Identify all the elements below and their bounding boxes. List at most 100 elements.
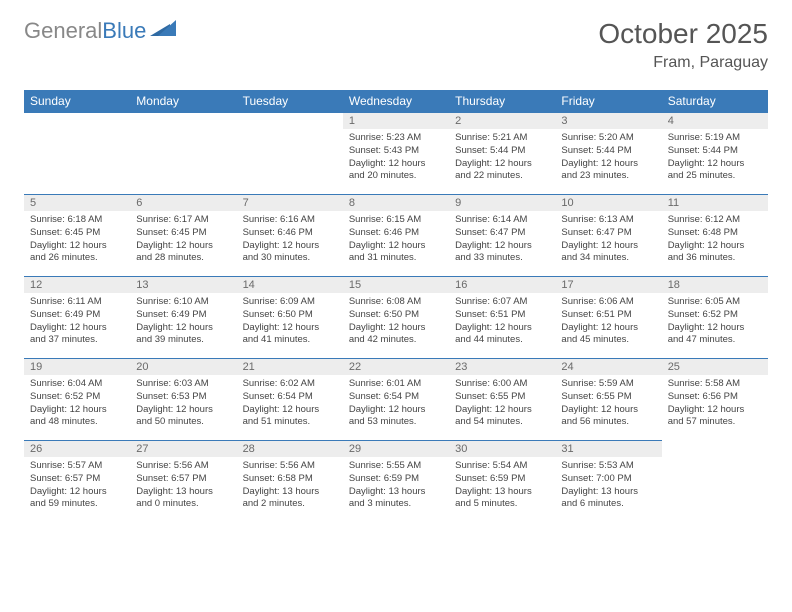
sunset-line: Sunset: 6:49 PM <box>30 309 124 322</box>
sunrise-line: Sunrise: 6:00 AM <box>455 378 549 391</box>
day-body: Sunrise: 6:16 AMSunset: 6:46 PMDaylight:… <box>237 211 343 268</box>
day-body: Sunrise: 6:04 AMSunset: 6:52 PMDaylight:… <box>24 375 130 432</box>
logo-text-blue: Blue <box>102 18 146 43</box>
calendar-cell: 8Sunrise: 6:15 AMSunset: 6:46 PMDaylight… <box>343 195 449 277</box>
day-body: Sunrise: 6:02 AMSunset: 6:54 PMDaylight:… <box>237 375 343 432</box>
daylight-line: Daylight: 13 hours and 0 minutes. <box>136 486 230 512</box>
day-number: 5 <box>24 195 130 211</box>
day-body: Sunrise: 6:18 AMSunset: 6:45 PMDaylight:… <box>24 211 130 268</box>
weekday-header: Friday <box>555 90 661 113</box>
day-number: 2 <box>449 113 555 129</box>
sunrise-line: Sunrise: 6:08 AM <box>349 296 443 309</box>
logo: GeneralBlue <box>24 18 176 44</box>
sunset-line: Sunset: 6:45 PM <box>30 227 124 240</box>
day-number: 7 <box>237 195 343 211</box>
calendar-cell: 22Sunrise: 6:01 AMSunset: 6:54 PMDayligh… <box>343 359 449 441</box>
day-body: Sunrise: 5:53 AMSunset: 7:00 PMDaylight:… <box>555 457 661 514</box>
sunset-line: Sunset: 6:47 PM <box>561 227 655 240</box>
day-number: 26 <box>24 441 130 457</box>
day-body: Sunrise: 5:23 AMSunset: 5:43 PMDaylight:… <box>343 129 449 186</box>
sunset-line: Sunset: 6:55 PM <box>561 391 655 404</box>
daylight-line: Daylight: 12 hours and 45 minutes. <box>561 322 655 348</box>
calendar-week-row: 12Sunrise: 6:11 AMSunset: 6:49 PMDayligh… <box>24 277 768 359</box>
calendar-cell: 29Sunrise: 5:55 AMSunset: 6:59 PMDayligh… <box>343 441 449 523</box>
calendar-cell: 5Sunrise: 6:18 AMSunset: 6:45 PMDaylight… <box>24 195 130 277</box>
sunrise-line: Sunrise: 6:05 AM <box>668 296 762 309</box>
logo-icon <box>150 20 176 43</box>
calendar-cell <box>662 441 768 523</box>
day-body: Sunrise: 6:09 AMSunset: 6:50 PMDaylight:… <box>237 293 343 350</box>
sunset-line: Sunset: 6:50 PM <box>243 309 337 322</box>
sunset-line: Sunset: 6:58 PM <box>243 473 337 486</box>
sunset-line: Sunset: 6:54 PM <box>243 391 337 404</box>
sunrise-line: Sunrise: 5:56 AM <box>243 460 337 473</box>
sunrise-line: Sunrise: 5:56 AM <box>136 460 230 473</box>
calendar-cell: 31Sunrise: 5:53 AMSunset: 7:00 PMDayligh… <box>555 441 661 523</box>
sunrise-line: Sunrise: 5:57 AM <box>30 460 124 473</box>
sunrise-line: Sunrise: 5:19 AM <box>668 132 762 145</box>
day-body: Sunrise: 5:57 AMSunset: 6:57 PMDaylight:… <box>24 457 130 514</box>
calendar-cell: 2Sunrise: 5:21 AMSunset: 5:44 PMDaylight… <box>449 113 555 195</box>
day-number: 3 <box>555 113 661 129</box>
day-body: Sunrise: 5:55 AMSunset: 6:59 PMDaylight:… <box>343 457 449 514</box>
day-body: Sunrise: 5:19 AMSunset: 5:44 PMDaylight:… <box>662 129 768 186</box>
day-number: 21 <box>237 359 343 375</box>
calendar-week-row: 19Sunrise: 6:04 AMSunset: 6:52 PMDayligh… <box>24 359 768 441</box>
calendar-cell <box>237 113 343 195</box>
day-body: Sunrise: 6:06 AMSunset: 6:51 PMDaylight:… <box>555 293 661 350</box>
daylight-line: Daylight: 12 hours and 22 minutes. <box>455 158 549 184</box>
daylight-line: Daylight: 12 hours and 44 minutes. <box>455 322 549 348</box>
sunrise-line: Sunrise: 6:11 AM <box>30 296 124 309</box>
header: GeneralBlue October 2025 Fram, Paraguay <box>24 18 768 72</box>
title-block: October 2025 Fram, Paraguay <box>598 18 768 72</box>
day-number: 11 <box>662 195 768 211</box>
daylight-line: Daylight: 13 hours and 3 minutes. <box>349 486 443 512</box>
calendar-cell: 25Sunrise: 5:58 AMSunset: 6:56 PMDayligh… <box>662 359 768 441</box>
sunrise-line: Sunrise: 6:13 AM <box>561 214 655 227</box>
daylight-line: Daylight: 12 hours and 30 minutes. <box>243 240 337 266</box>
daylight-line: Daylight: 12 hours and 53 minutes. <box>349 404 443 430</box>
calendar-cell: 20Sunrise: 6:03 AMSunset: 6:53 PMDayligh… <box>130 359 236 441</box>
sunset-line: Sunset: 5:44 PM <box>561 145 655 158</box>
calendar-cell: 10Sunrise: 6:13 AMSunset: 6:47 PMDayligh… <box>555 195 661 277</box>
sunset-line: Sunset: 7:00 PM <box>561 473 655 486</box>
calendar-cell: 18Sunrise: 6:05 AMSunset: 6:52 PMDayligh… <box>662 277 768 359</box>
sunset-line: Sunset: 6:53 PM <box>136 391 230 404</box>
daylight-line: Daylight: 12 hours and 34 minutes. <box>561 240 655 266</box>
weekday-header: Tuesday <box>237 90 343 113</box>
day-number: 13 <box>130 277 236 293</box>
sunset-line: Sunset: 6:47 PM <box>455 227 549 240</box>
daylight-line: Daylight: 13 hours and 6 minutes. <box>561 486 655 512</box>
sunset-line: Sunset: 6:51 PM <box>455 309 549 322</box>
weekday-header: Sunday <box>24 90 130 113</box>
sunrise-line: Sunrise: 6:15 AM <box>349 214 443 227</box>
day-body: Sunrise: 6:13 AMSunset: 6:47 PMDaylight:… <box>555 211 661 268</box>
day-body: Sunrise: 6:14 AMSunset: 6:47 PMDaylight:… <box>449 211 555 268</box>
day-number: 22 <box>343 359 449 375</box>
sunset-line: Sunset: 6:52 PM <box>30 391 124 404</box>
weekday-header: Saturday <box>662 90 768 113</box>
calendar-cell: 12Sunrise: 6:11 AMSunset: 6:49 PMDayligh… <box>24 277 130 359</box>
daylight-line: Daylight: 12 hours and 23 minutes. <box>561 158 655 184</box>
location: Fram, Paraguay <box>598 54 768 72</box>
daylight-line: Daylight: 12 hours and 57 minutes. <box>668 404 762 430</box>
day-body: Sunrise: 6:01 AMSunset: 6:54 PMDaylight:… <box>343 375 449 432</box>
sunrise-line: Sunrise: 5:59 AM <box>561 378 655 391</box>
day-number: 19 <box>24 359 130 375</box>
sunset-line: Sunset: 6:46 PM <box>243 227 337 240</box>
day-number: 31 <box>555 441 661 457</box>
sunrise-line: Sunrise: 5:55 AM <box>349 460 443 473</box>
logo-text-gray: General <box>24 18 102 43</box>
sunrise-line: Sunrise: 6:18 AM <box>30 214 124 227</box>
calendar-cell: 6Sunrise: 6:17 AMSunset: 6:45 PMDaylight… <box>130 195 236 277</box>
calendar-cell: 14Sunrise: 6:09 AMSunset: 6:50 PMDayligh… <box>237 277 343 359</box>
daylight-line: Daylight: 13 hours and 2 minutes. <box>243 486 337 512</box>
daylight-line: Daylight: 12 hours and 42 minutes. <box>349 322 443 348</box>
day-body: Sunrise: 6:11 AMSunset: 6:49 PMDaylight:… <box>24 293 130 350</box>
sunrise-line: Sunrise: 6:14 AM <box>455 214 549 227</box>
day-body: Sunrise: 6:03 AMSunset: 6:53 PMDaylight:… <box>130 375 236 432</box>
calendar-cell: 9Sunrise: 6:14 AMSunset: 6:47 PMDaylight… <box>449 195 555 277</box>
day-number: 15 <box>343 277 449 293</box>
calendar-cell: 17Sunrise: 6:06 AMSunset: 6:51 PMDayligh… <box>555 277 661 359</box>
calendar-cell: 23Sunrise: 6:00 AMSunset: 6:55 PMDayligh… <box>449 359 555 441</box>
